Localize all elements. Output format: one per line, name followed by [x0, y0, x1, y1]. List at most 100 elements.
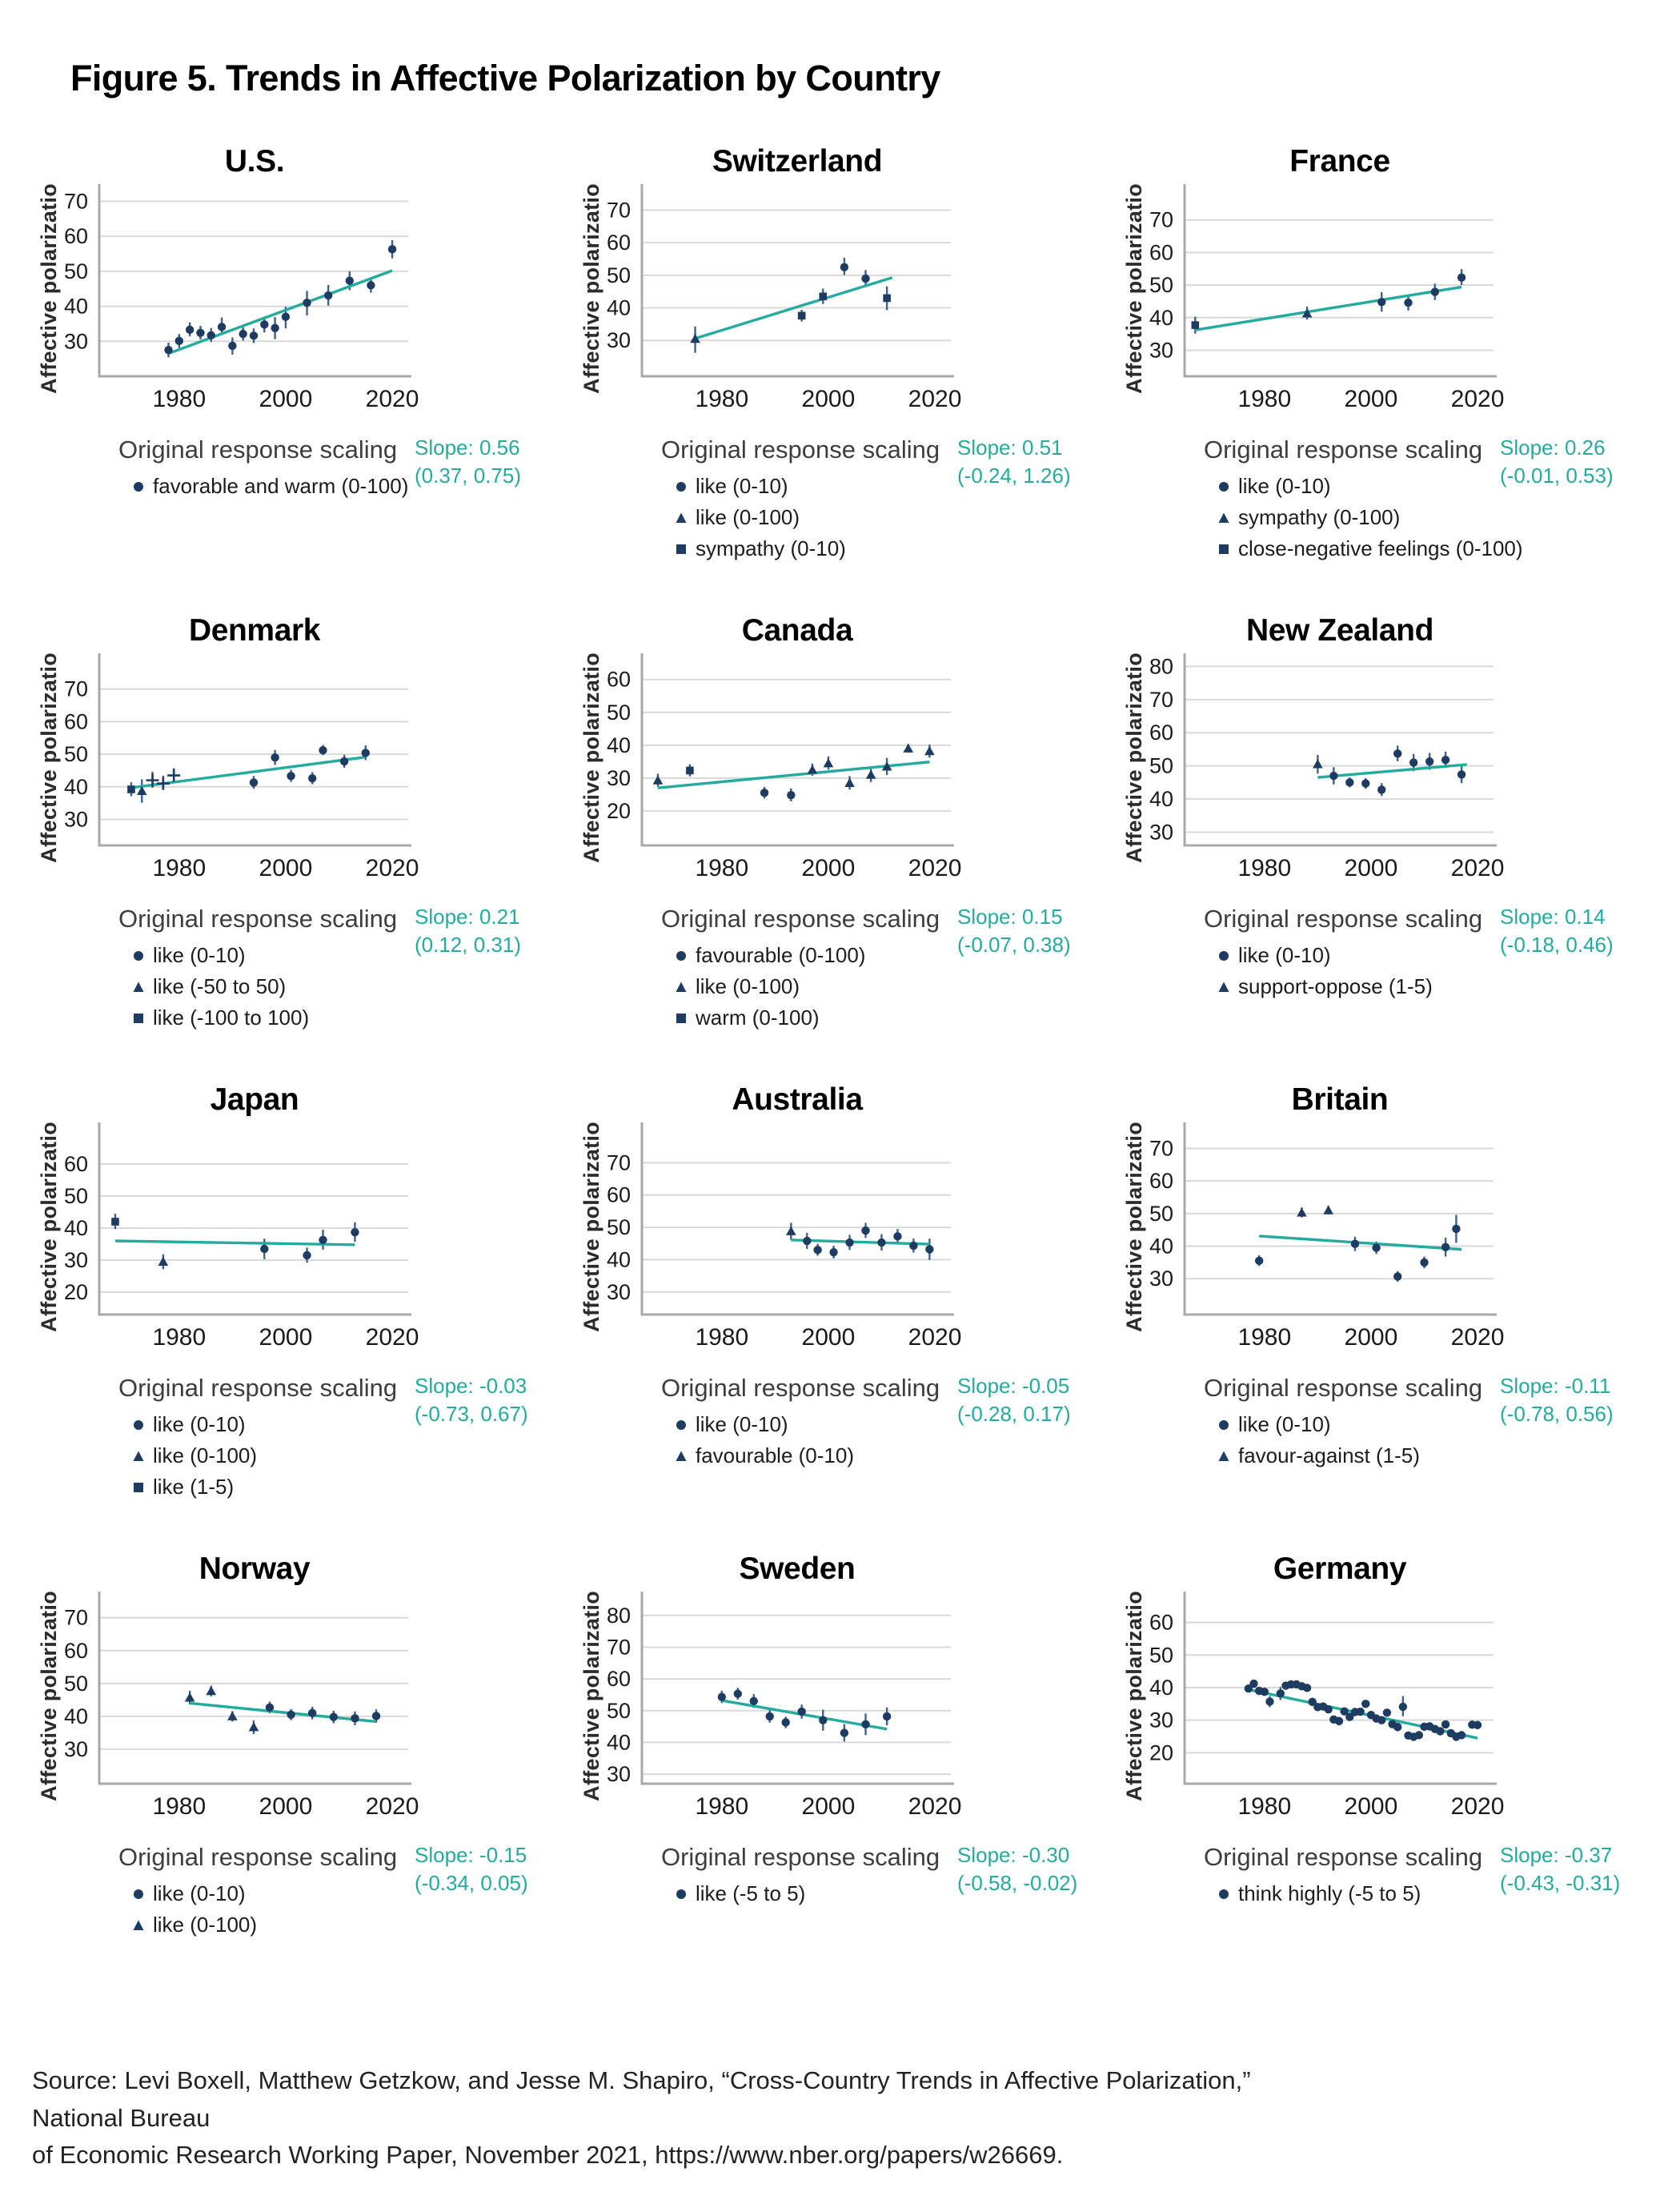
- circle-marker-icon: [1219, 950, 1229, 961]
- data-point-circle: [1308, 1697, 1317, 1707]
- data-point-circle: [1425, 757, 1434, 766]
- x-tick-label: 2000: [802, 386, 856, 412]
- slope-value: Slope: -0.05: [957, 1374, 1070, 1398]
- slope-annotation: Slope: 0.56 (0.37, 0.75): [415, 434, 631, 490]
- y-axis-label: Affective polarization: [1124, 1590, 1146, 1801]
- y-tick-label: 40: [64, 775, 88, 799]
- legend-items: like (-5 to 5): [676, 1881, 1124, 1906]
- slope-confidence-interval: (0.37, 0.75): [415, 464, 521, 488]
- data-point-triangle: [690, 333, 700, 343]
- legend-item-label: favourable (0-100): [696, 943, 866, 967]
- square-marker-icon: [134, 1482, 143, 1492]
- slope-annotation: Slope: -0.11 (-0.78, 0.56): [1500, 1372, 1668, 1428]
- data-point-circle: [1404, 298, 1413, 307]
- triangle-marker-icon: [676, 982, 687, 992]
- y-tick-label: 60: [64, 224, 88, 248]
- trend-line: [791, 1238, 930, 1246]
- data-point-circle: [1457, 1731, 1466, 1740]
- legend-title: Original response scaling: [1204, 905, 1483, 933]
- data-point-circle: [1361, 779, 1370, 788]
- panel-title-switzerland: Switzerland: [712, 144, 883, 179]
- legend-item: favourable (0-10): [676, 1443, 1124, 1468]
- legend-item: like (0-10): [1218, 943, 1666, 968]
- data-point-circle: [1452, 1224, 1461, 1234]
- slope-value: Slope: -0.11: [1500, 1374, 1611, 1398]
- legend-item: favourable (0-100): [676, 943, 1124, 968]
- triangle-marker-icon: [133, 982, 144, 992]
- x-tick-label: 2000: [259, 855, 313, 881]
- data-point-square: [1191, 321, 1200, 329]
- data-point-circle: [803, 1236, 812, 1246]
- chart-switzerland: 30 40 50 60 70 1980 2000 2020 Affective polariza…: [581, 183, 961, 412]
- legend-australia: Original response scaling like (0-10) favo…: [661, 1374, 1124, 1468]
- legend-item-label: like (0-10): [153, 943, 246, 967]
- legend-items: like (0-10) favourable (0-10): [676, 1412, 1124, 1468]
- y-tick-label: 40: [1149, 1676, 1173, 1700]
- panel-title-germany: Germany: [1273, 1552, 1407, 1586]
- legend-item: think highly (-5 to 5): [1218, 1881, 1666, 1906]
- circle-marker-icon: [676, 1419, 686, 1430]
- legend-item: like (0-100): [133, 1913, 581, 1937]
- legend-item-label: like (0-10): [1238, 1412, 1331, 1436]
- slope-value: Slope: 0.56: [415, 436, 520, 460]
- data-point-circle: [760, 789, 769, 797]
- data-point-circle: [765, 1712, 774, 1721]
- data-point-circle: [1244, 1684, 1253, 1693]
- country-panel-france: France 30 40 50 60 70 1980 2000 2020 Affective po…: [1124, 134, 1666, 604]
- data-point-circle: [329, 1712, 339, 1721]
- square-marker-icon: [676, 544, 686, 554]
- data-point-circle: [260, 1244, 269, 1254]
- y-tick-label: 40: [64, 1704, 88, 1728]
- trend-line: [1195, 285, 1462, 331]
- y-tick-label: 50: [607, 263, 631, 287]
- data-point-circle: [1329, 771, 1338, 781]
- slope-annotation: Slope: -0.15 (-0.34, 0.05): [415, 1841, 631, 1897]
- y-tick-label: 50: [1149, 273, 1173, 297]
- y-tick-label: 60: [607, 231, 631, 255]
- y-tick-label: 70: [607, 1150, 631, 1174]
- slope-confidence-interval: (-0.73, 0.67): [415, 1402, 528, 1427]
- legend-item-label: like (0-10): [1238, 943, 1331, 967]
- data-point-circle: [319, 745, 327, 755]
- data-point-triangle: [807, 765, 818, 774]
- square-marker-icon: [676, 1013, 686, 1023]
- data-point-circle: [1334, 1716, 1344, 1726]
- y-tick-label: 30: [607, 1762, 631, 1786]
- country-panel-sweden: Sweden 30 40 50 60 70 80 1980 2000 2020 Affective …: [581, 1542, 1124, 2011]
- legend-title: Original response scaling: [118, 905, 398, 933]
- data-point-circle: [196, 328, 205, 338]
- chart-canada: 20 30 40 50 60 1980 2000 2020 Affective polariza…: [581, 652, 961, 881]
- legend-item-label: like (0-100): [696, 505, 800, 529]
- x-tick-label: 2020: [1451, 855, 1505, 881]
- data-point-square: [883, 294, 891, 303]
- data-point-circle: [1409, 758, 1418, 767]
- data-point-circle: [1265, 1697, 1274, 1706]
- legend-item-label: support-oppose (1-5): [1238, 974, 1433, 998]
- circle-marker-icon: [676, 481, 686, 492]
- x-tick-label: 2020: [1451, 1324, 1505, 1351]
- y-tick-label: 30: [1149, 1708, 1173, 1732]
- y-tick-label: 60: [607, 1183, 631, 1207]
- legend-items: like (0-10) like (0-100): [133, 1881, 581, 1937]
- circle-marker-icon: [676, 1889, 686, 1899]
- triangle-marker-icon: [133, 1451, 144, 1461]
- x-tick-label: 1980: [695, 1793, 748, 1820]
- y-tick-label: 70: [1149, 688, 1173, 712]
- legend-items: like (0-10) support-oppose (1-5): [1218, 943, 1666, 999]
- x-tick-label: 1980: [152, 386, 206, 412]
- legend-item: like (0-10): [1218, 1412, 1666, 1437]
- data-point-circle: [1441, 755, 1450, 765]
- y-tick-label: 50: [607, 1699, 631, 1723]
- legend-item-label: favour-against (1-5): [1238, 1443, 1420, 1467]
- country-panel-switzerland: Switzerland 30 40 50 60 70 1980 2000 2020 Affecti…: [581, 134, 1124, 604]
- data-point-circle: [797, 1707, 806, 1716]
- charts-grid: U.S. 30 40 50 60 70 1980 2000 2020 Affective pola…: [0, 134, 1668, 2011]
- x-tick-label: 1980: [695, 1324, 748, 1351]
- legend-item: like (-5 to 5): [676, 1881, 1124, 1906]
- data-point-circle: [1393, 1723, 1402, 1732]
- y-tick-label: 50: [1149, 1202, 1173, 1226]
- y-tick-label: 50: [64, 1184, 88, 1208]
- data-point-circle: [861, 1226, 870, 1235]
- circle-marker-icon: [676, 950, 686, 961]
- legend-item: sympathy (0-100): [1218, 505, 1666, 530]
